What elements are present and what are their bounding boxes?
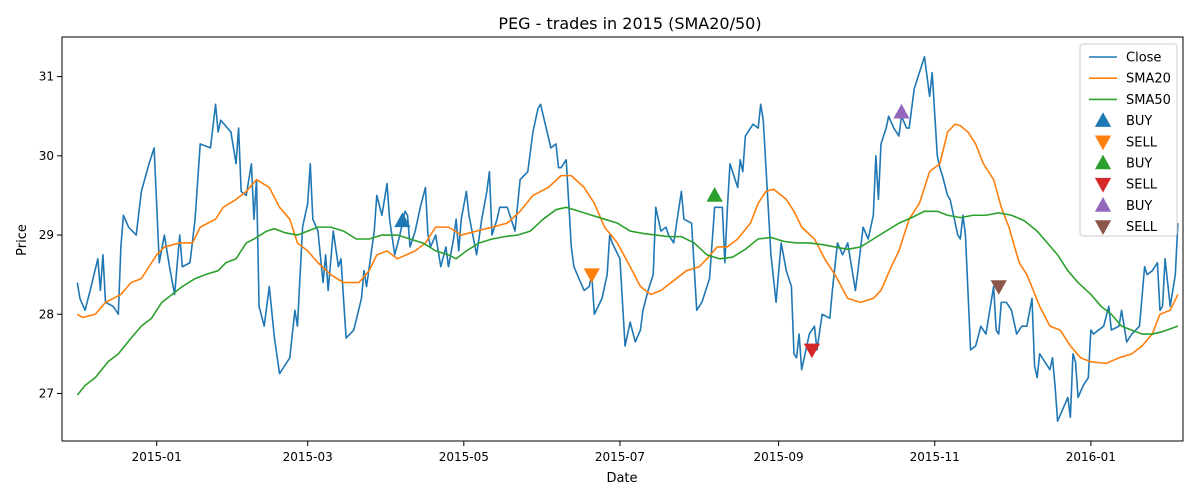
legend-label: Close <box>1126 51 1161 66</box>
trade-marker-buy <box>706 187 723 202</box>
legend-label: SMA50 <box>1126 93 1171 108</box>
x-tick-label: 2015-07 <box>595 450 645 464</box>
chart-title: PEG - trades in 2015 (SMA20/50) <box>498 14 761 33</box>
legend: Close SMA20 SMA50 BUY SELL BUY SELL BUY SELL <box>1079 43 1178 237</box>
plot-frame <box>61 36 1184 442</box>
legend-label: BUY <box>1126 114 1152 129</box>
y-axis-label: Price <box>15 224 30 256</box>
trade-marker-sell <box>990 280 1007 295</box>
legend-label: BUY <box>1126 199 1152 214</box>
legend-label: SMA20 <box>1126 72 1171 87</box>
y-tick-label: 30 <box>39 149 54 163</box>
legend-swatch <box>1094 135 1112 151</box>
plot-area <box>61 36 1184 442</box>
x-tick-label: 2015-09 <box>754 450 804 464</box>
y-tick-label: 31 <box>39 70 54 84</box>
x-tick-label: 2015-11 <box>910 450 960 464</box>
trade-marker-buy <box>394 212 411 228</box>
legend-label: SELL <box>1126 178 1158 193</box>
x-axis-label: Date <box>606 471 637 486</box>
series-line-sma20 <box>76 123 1179 365</box>
legend-swatch <box>1094 112 1112 127</box>
legend-label: BUY <box>1126 157 1152 172</box>
y-tick-label: 28 <box>39 307 54 321</box>
trade-marker-buy <box>893 103 910 119</box>
legend-swatch <box>1094 220 1112 235</box>
series-line-close <box>76 56 1179 422</box>
legend-label: SELL <box>1126 220 1158 235</box>
series-line-sma50 <box>76 206 1179 396</box>
x-axis: 2015-01 2015-03 2015-05 2015-07 2015-09 2015-… <box>132 441 1116 464</box>
trade-marker-sell <box>583 268 600 284</box>
y-axis: 27 28 29 30 31 <box>39 70 62 400</box>
legend-swatch <box>1094 197 1112 212</box>
x-tick-label: 2015-01 <box>132 450 182 464</box>
legend-swatch <box>1094 154 1112 170</box>
x-tick-label: 2016-01 <box>1066 450 1116 464</box>
legend-label: SELL <box>1126 135 1158 150</box>
x-tick-label: 2015-03 <box>283 450 333 464</box>
y-tick-label: 29 <box>39 228 54 242</box>
trade-marker-sell <box>803 343 821 359</box>
legend-swatch <box>1094 177 1112 193</box>
y-tick-label: 27 <box>39 386 54 400</box>
x-tick-label: 2015-05 <box>439 450 489 464</box>
